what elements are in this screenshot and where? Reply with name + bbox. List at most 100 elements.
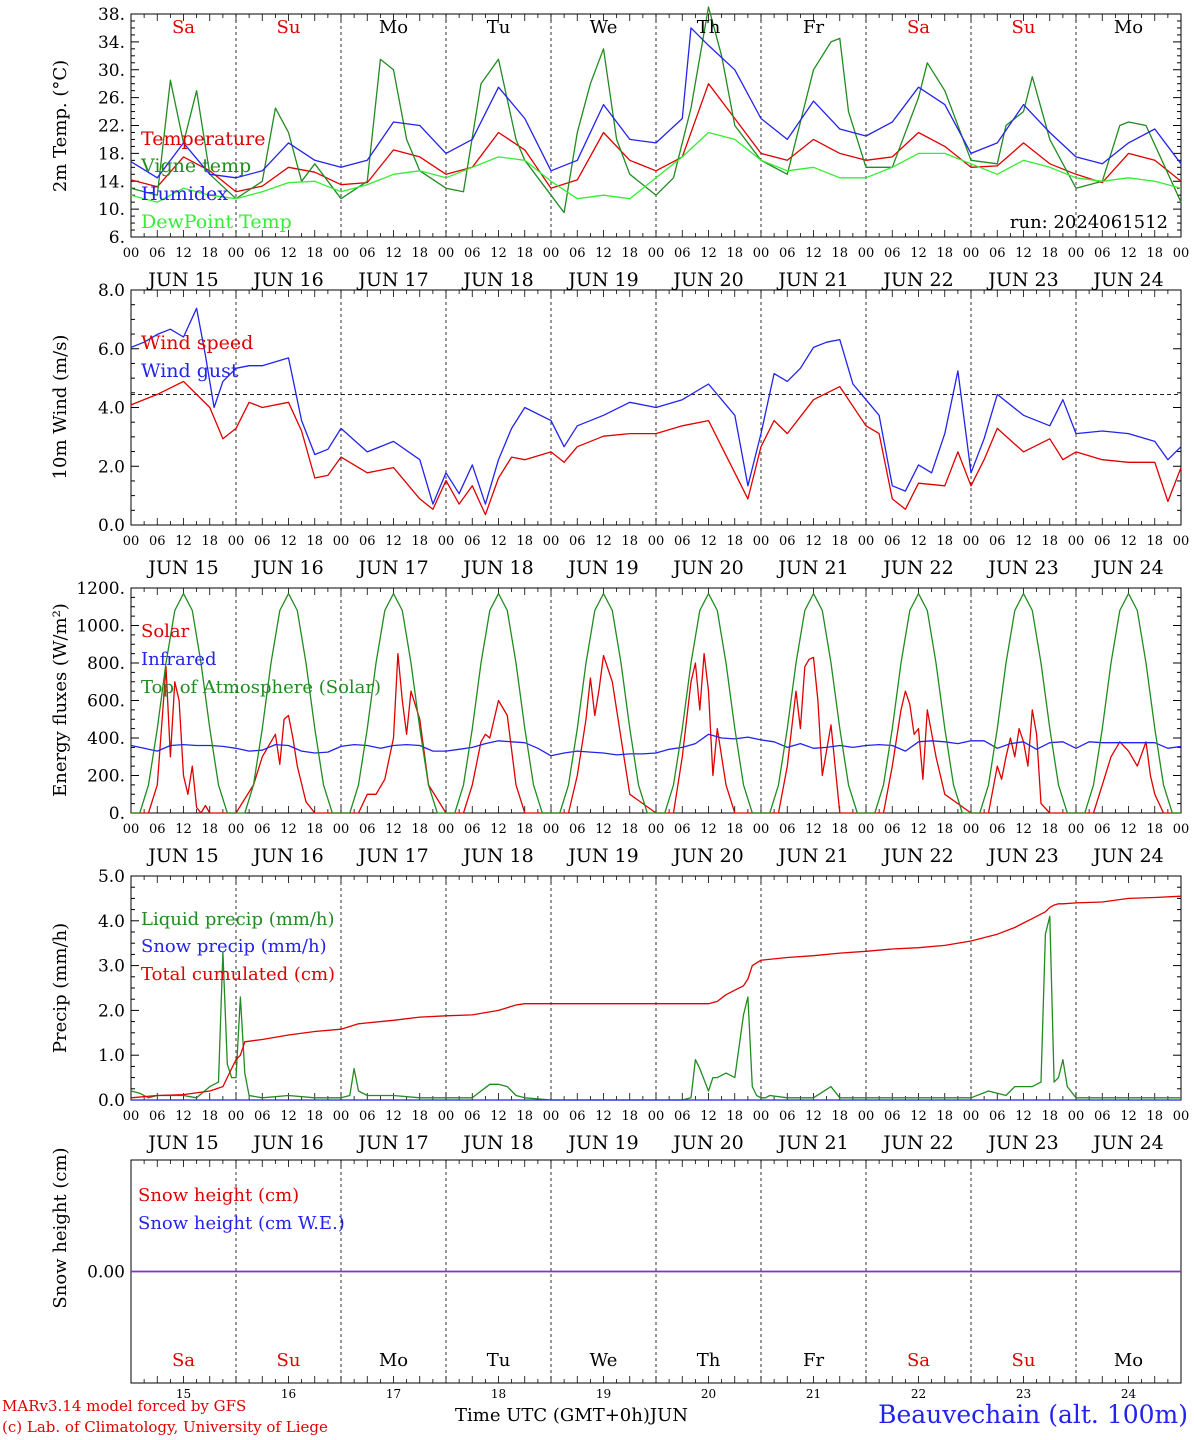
y-tick-label: 0.0 [98, 1091, 125, 1111]
hour-tick-label: 12 [280, 1109, 297, 1124]
y-axis-title: 2m Temp. (°C) [50, 60, 71, 192]
date-label: JUN 20 [671, 1132, 743, 1154]
legend-entry: Temperature [141, 128, 265, 150]
weekday-label: Su [1012, 17, 1036, 38]
hour-tick-label: 06 [359, 534, 376, 549]
legend-entry: Wind gust [141, 360, 239, 382]
date-label: JUN 18 [461, 269, 533, 291]
y-tick-label: 2.0 [98, 457, 125, 477]
hour-tick-label: 12 [1120, 246, 1137, 261]
legend-entry: DewPoint Temp [141, 211, 292, 233]
hour-tick-label: 18 [831, 822, 848, 837]
hour-tick-label: 18 [516, 1109, 533, 1124]
weekday-label: Sa [907, 17, 930, 38]
hour-tick-label: 00 [333, 534, 350, 549]
weekday-label: We [590, 1350, 618, 1371]
date-label: JUN 19 [566, 1132, 638, 1154]
series-humidex [130, 27, 1182, 179]
y-axis-title: Snow height (cm) [50, 1147, 71, 1308]
hour-tick-label: 18 [201, 1109, 218, 1124]
hour-tick-label: 06 [1094, 534, 1111, 549]
hour-tick-label: 18 [831, 1109, 848, 1124]
hour-tick-label: 00 [753, 1109, 770, 1124]
hour-tick-label: 06 [149, 534, 166, 549]
hour-tick-label: 18 [936, 822, 953, 837]
hour-tick-label: 06 [884, 822, 901, 837]
hour-tick-label: 12 [700, 822, 717, 837]
date-label: JUN 21 [776, 1132, 848, 1154]
y-tick-label: 3.0 [98, 957, 125, 977]
hour-tick-label: 00 [1173, 246, 1190, 261]
hour-tick-label: 06 [149, 1109, 166, 1124]
hour-tick-label: 18 [621, 1109, 638, 1124]
hour-tick-label: 06 [359, 822, 376, 837]
hour-tick-label: 18 [1041, 534, 1058, 549]
weekday-label: Sa [172, 17, 195, 38]
hour-tick-label: 12 [910, 534, 927, 549]
legend-entry: Vigne temp [140, 155, 251, 177]
weekday-label: Fr [803, 17, 824, 38]
hour-tick-label: 00 [333, 246, 350, 261]
y-axis-title: Precip (mm/h) [50, 923, 71, 1053]
date-label: JUN 16 [251, 845, 323, 867]
hour-tick-label: 06 [674, 1109, 691, 1124]
hour-tick-label: 00 [543, 1109, 560, 1124]
month-label: JUN [649, 1405, 689, 1426]
date-number: 24 [1121, 1387, 1137, 1400]
date-number: 19 [596, 1387, 611, 1400]
date-label: JUN 24 [1091, 845, 1163, 867]
weekday-label: Th [697, 17, 721, 38]
series-wind-gust [130, 307, 1182, 505]
hour-tick-label: 00 [543, 822, 560, 837]
hour-tick-label: 12 [910, 1109, 927, 1124]
hour-tick-label: 00 [858, 534, 875, 549]
hour-tick-label: 00 [1068, 822, 1085, 837]
hour-tick-label: 06 [254, 822, 271, 837]
weekday-label: Tu [487, 17, 511, 38]
hour-tick-label: 18 [306, 1109, 323, 1124]
hour-tick-label: 18 [201, 822, 218, 837]
hour-tick-label: 12 [490, 1109, 507, 1124]
hour-tick-label: 06 [1094, 1109, 1111, 1124]
y-tick-label: 0.00 [87, 1263, 125, 1283]
hour-tick-label: 00 [648, 822, 665, 837]
panel-5: 0.00 Snow height (cm) Snow height (cm) Snow… [50, 1147, 1182, 1400]
hour-tick-label: 18 [1146, 822, 1163, 837]
date-label: JUN 20 [671, 269, 743, 291]
hour-tick-label: 06 [779, 534, 796, 549]
hour-tick-label: 06 [674, 246, 691, 261]
time-axis-title: Time UTC (GMT+0h)JUN [455, 1405, 688, 1426]
hour-tick-label: 12 [1120, 1109, 1137, 1124]
date-label: JUN 17 [356, 1132, 428, 1154]
hour-tick-label: 12 [700, 534, 717, 549]
hour-tick-label: 00 [333, 822, 350, 837]
hour-tick-label: 00 [123, 1109, 140, 1124]
hour-tick-label: 06 [989, 822, 1006, 837]
y-tick-label: 2.0 [98, 1001, 125, 1021]
hour-tick-label: 06 [989, 534, 1006, 549]
date-label: JUN 22 [881, 845, 953, 867]
date-label: JUN 20 [671, 557, 743, 579]
hour-tick-label: 00 [963, 246, 980, 261]
y-tick-label: 4.0 [98, 399, 125, 419]
hour-tick-label: 00 [858, 1109, 875, 1124]
hour-tick-label: 12 [490, 534, 507, 549]
hour-tick-label: 00 [963, 1109, 980, 1124]
date-label: JUN 15 [146, 557, 218, 579]
y-tick-label: 34. [98, 33, 125, 53]
y-tick-label: 10. [98, 200, 125, 220]
hour-tick-label: 00 [1173, 534, 1190, 549]
y-tick-label: 30. [98, 61, 125, 81]
hour-tick-label: 06 [149, 822, 166, 837]
y-tick-label: 1.0 [98, 1046, 125, 1066]
hour-tick-label: 18 [831, 246, 848, 261]
hour-tick-label: 18 [516, 822, 533, 837]
hour-tick-label: 12 [385, 534, 402, 549]
date-label: JUN 16 [251, 557, 323, 579]
hour-tick-label: 12 [490, 246, 507, 261]
hour-tick-label: 00 [333, 1109, 350, 1124]
date-label: JUN 21 [776, 557, 848, 579]
y-tick-label: 1000. [76, 617, 125, 637]
hour-tick-label: 18 [936, 534, 953, 549]
legend-entry: Infrared [141, 649, 216, 670]
